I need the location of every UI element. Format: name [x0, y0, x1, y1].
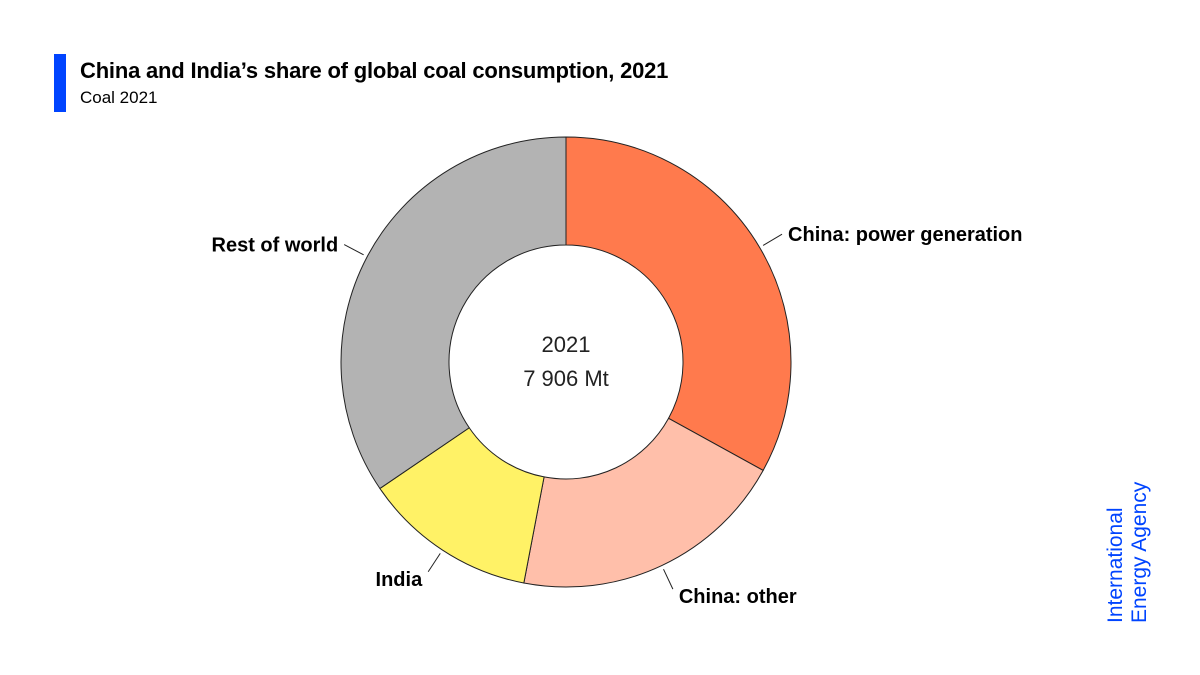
leader-china-power-generation: [762, 233, 783, 246]
leader-rest-of-world: [343, 244, 364, 256]
slice-china-power-generation: [565, 136, 792, 472]
chart-subtitle: Coal 2021: [80, 88, 158, 107]
label-rest-of-world: Rest of world: [212, 235, 339, 257]
logo-line-1: International: [1104, 507, 1127, 623]
donut-slices: [340, 136, 792, 588]
label-leader-lines: [343, 233, 783, 590]
leader-india: [427, 553, 441, 573]
center-year-label: 2021: [542, 332, 591, 357]
title-accent-bar: [54, 54, 66, 112]
iea-logo: International Energy Agency: [1104, 481, 1151, 623]
slice-labels: China: power generation China: other India…: [212, 224, 1023, 608]
logo-line-2: Energy Agency: [1128, 481, 1151, 623]
label-china-other: China: other: [679, 586, 797, 608]
slice-china-other: [523, 417, 764, 588]
label-china-power-generation: China: power generation: [788, 224, 1022, 246]
leader-china-other: [663, 568, 674, 590]
label-india: India: [376, 569, 424, 591]
slice-rest-of-world: [340, 136, 567, 490]
center-total-label: 7 906 Mt: [523, 366, 609, 391]
chart-title: China and India’s share of global coal c…: [80, 58, 669, 83]
